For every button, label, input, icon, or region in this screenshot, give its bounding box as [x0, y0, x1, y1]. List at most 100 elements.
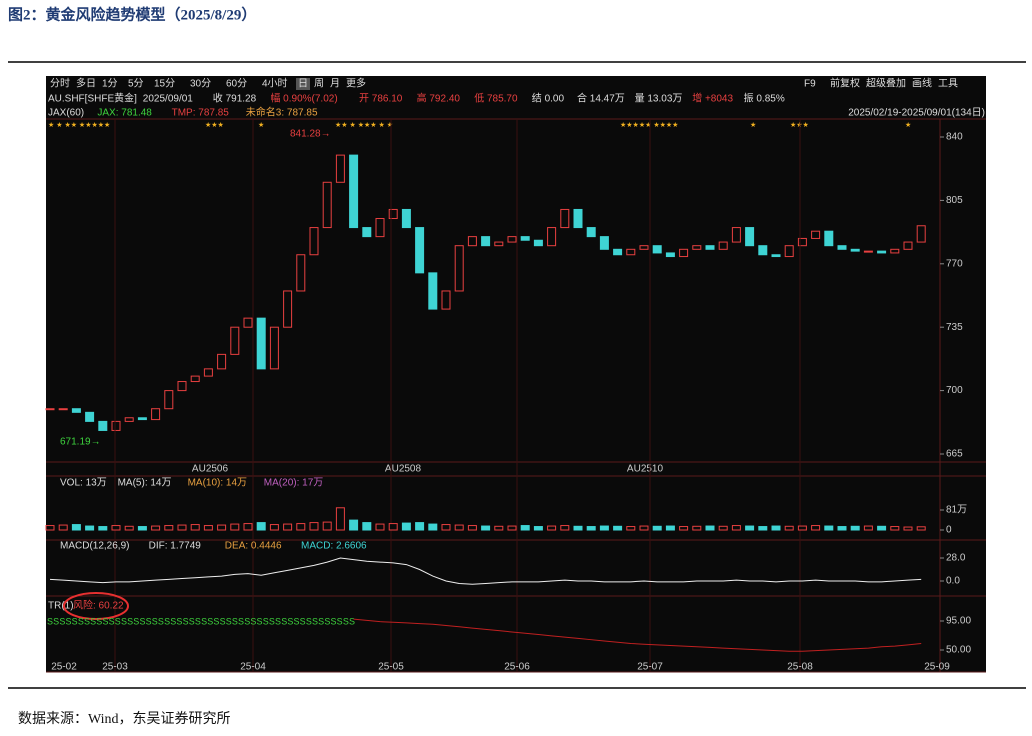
- quote-field: 开 786.10: [359, 94, 403, 105]
- candle: [441, 290, 451, 310]
- candle: [322, 181, 332, 229]
- candle: [692, 245, 702, 250]
- macd-legend: MACD(12,26,9): [60, 541, 129, 552]
- candle: [349, 154, 359, 229]
- toolbar-item[interactable]: 更多: [346, 77, 366, 90]
- y-tick-label: 0: [946, 525, 952, 536]
- volume-bar: [758, 526, 768, 531]
- x-tick-label: 25-07: [637, 662, 663, 673]
- quote-field: 振 0.85%: [744, 92, 785, 105]
- candle: [401, 208, 411, 229]
- candle: [151, 408, 161, 421]
- volume-bar: [863, 525, 873, 531]
- toolbar-item[interactable]: 周: [314, 78, 324, 90]
- volume-bar: [256, 522, 266, 531]
- volume-bar: [494, 525, 504, 531]
- volume-bar: [797, 525, 807, 531]
- candle: [71, 408, 81, 413]
- quote-field: 结 0.00: [532, 92, 565, 105]
- volume-bar: [401, 522, 411, 531]
- toolbar-item[interactable]: 超级叠加: [866, 77, 906, 90]
- toolbar-item[interactable]: 画线: [912, 77, 932, 90]
- candle: [745, 227, 755, 247]
- x-tick-label: 25-05: [378, 662, 404, 673]
- candle: [256, 317, 266, 370]
- toolbar-item[interactable]: 工具: [938, 78, 958, 90]
- contract-label: AU2510: [627, 464, 664, 475]
- quote-field: 增 +8043: [692, 92, 733, 105]
- volume-bar: [441, 524, 451, 531]
- candle: [613, 248, 623, 256]
- quote-field: 高 792.40: [417, 92, 461, 105]
- candle: [283, 290, 293, 328]
- volume-bar: [137, 526, 147, 531]
- x-tick-label: 25-04: [240, 662, 266, 673]
- volume-legend: MA(5): 14万: [118, 478, 172, 489]
- toolbar-item[interactable]: 15分: [154, 78, 175, 90]
- candle: [269, 326, 279, 370]
- toolbar-item[interactable]: 1分: [102, 78, 118, 90]
- macd-line: [49, 557, 922, 585]
- y-tick-label: 95.00: [946, 616, 971, 627]
- candle: [533, 239, 543, 247]
- indicator-value: JAX(60): [48, 108, 84, 119]
- volume-legend: MA(10): 14万: [188, 478, 247, 489]
- candle: [731, 227, 741, 243]
- volume-legend: VOL: 13万: [60, 478, 107, 489]
- toolbar-item[interactable]: 60分: [226, 78, 247, 90]
- volume-bar: [652, 525, 662, 531]
- volume-bar: [85, 525, 95, 531]
- volume-bar: [573, 525, 583, 531]
- high-label: 841.28→: [290, 129, 331, 140]
- volume-bar: [533, 526, 543, 531]
- figure-title: 图2：黄金风险趋势模型（2025/8/29）: [8, 5, 256, 23]
- macd-legend: DIF: 1.7749: [149, 541, 202, 552]
- volume-bar: [58, 524, 68, 531]
- toolbar-item[interactable]: 5分: [128, 78, 144, 90]
- candle: [335, 154, 345, 183]
- indicator-value: JAX: 781.48: [97, 108, 152, 119]
- toolbar-item[interactable]: 月: [330, 78, 340, 90]
- candle: [665, 252, 675, 258]
- y-tick-label: 50.00: [946, 645, 971, 656]
- candle: [428, 272, 438, 310]
- volume-bar: [903, 526, 913, 531]
- volume-bar: [692, 525, 702, 531]
- toolbar-item[interactable]: 分时: [50, 78, 70, 90]
- volume-bar: [243, 523, 253, 531]
- volume-bar: [520, 525, 530, 531]
- toolbar-item[interactable]: 30分: [190, 78, 211, 90]
- selected-tab: [296, 78, 310, 90]
- toolbar-item[interactable]: 前复权: [830, 77, 860, 90]
- toolbar-item[interactable]: 日: [298, 79, 308, 90]
- volume-bar: [269, 524, 279, 531]
- volume-bar: [375, 523, 385, 531]
- toolbar-item[interactable]: 多日: [76, 77, 96, 90]
- volume-bar: [837, 526, 847, 531]
- toolbar-item[interactable]: 4小时: [262, 78, 288, 90]
- y-tick-label: 665: [946, 449, 963, 460]
- volume-bar: [124, 525, 134, 531]
- candle: [85, 411, 95, 422]
- y-tick-label: 840: [946, 132, 963, 143]
- volume-bar: [626, 526, 636, 531]
- candle: [573, 208, 583, 229]
- x-tick-label: 25-06: [504, 662, 530, 673]
- candle: [850, 248, 860, 252]
- candle: [296, 254, 306, 292]
- candle: [415, 227, 425, 274]
- toolbar-item[interactable]: F9: [804, 79, 816, 90]
- candle: [124, 417, 134, 422]
- x-tick-label: 25-08: [787, 662, 813, 673]
- signal-stars: ★★★★★ ★★★★: [620, 121, 678, 129]
- candle: [916, 225, 926, 243]
- volume-bar: [613, 525, 623, 531]
- volume-bar: [481, 525, 491, 531]
- volume-bar: [679, 526, 689, 531]
- volume-bar: [745, 525, 755, 531]
- indicator-value: 未命名3: 787.85: [246, 106, 318, 119]
- volume-legend: MA(20): 17万: [264, 478, 323, 489]
- candle: [217, 353, 227, 370]
- candle: [652, 245, 662, 254]
